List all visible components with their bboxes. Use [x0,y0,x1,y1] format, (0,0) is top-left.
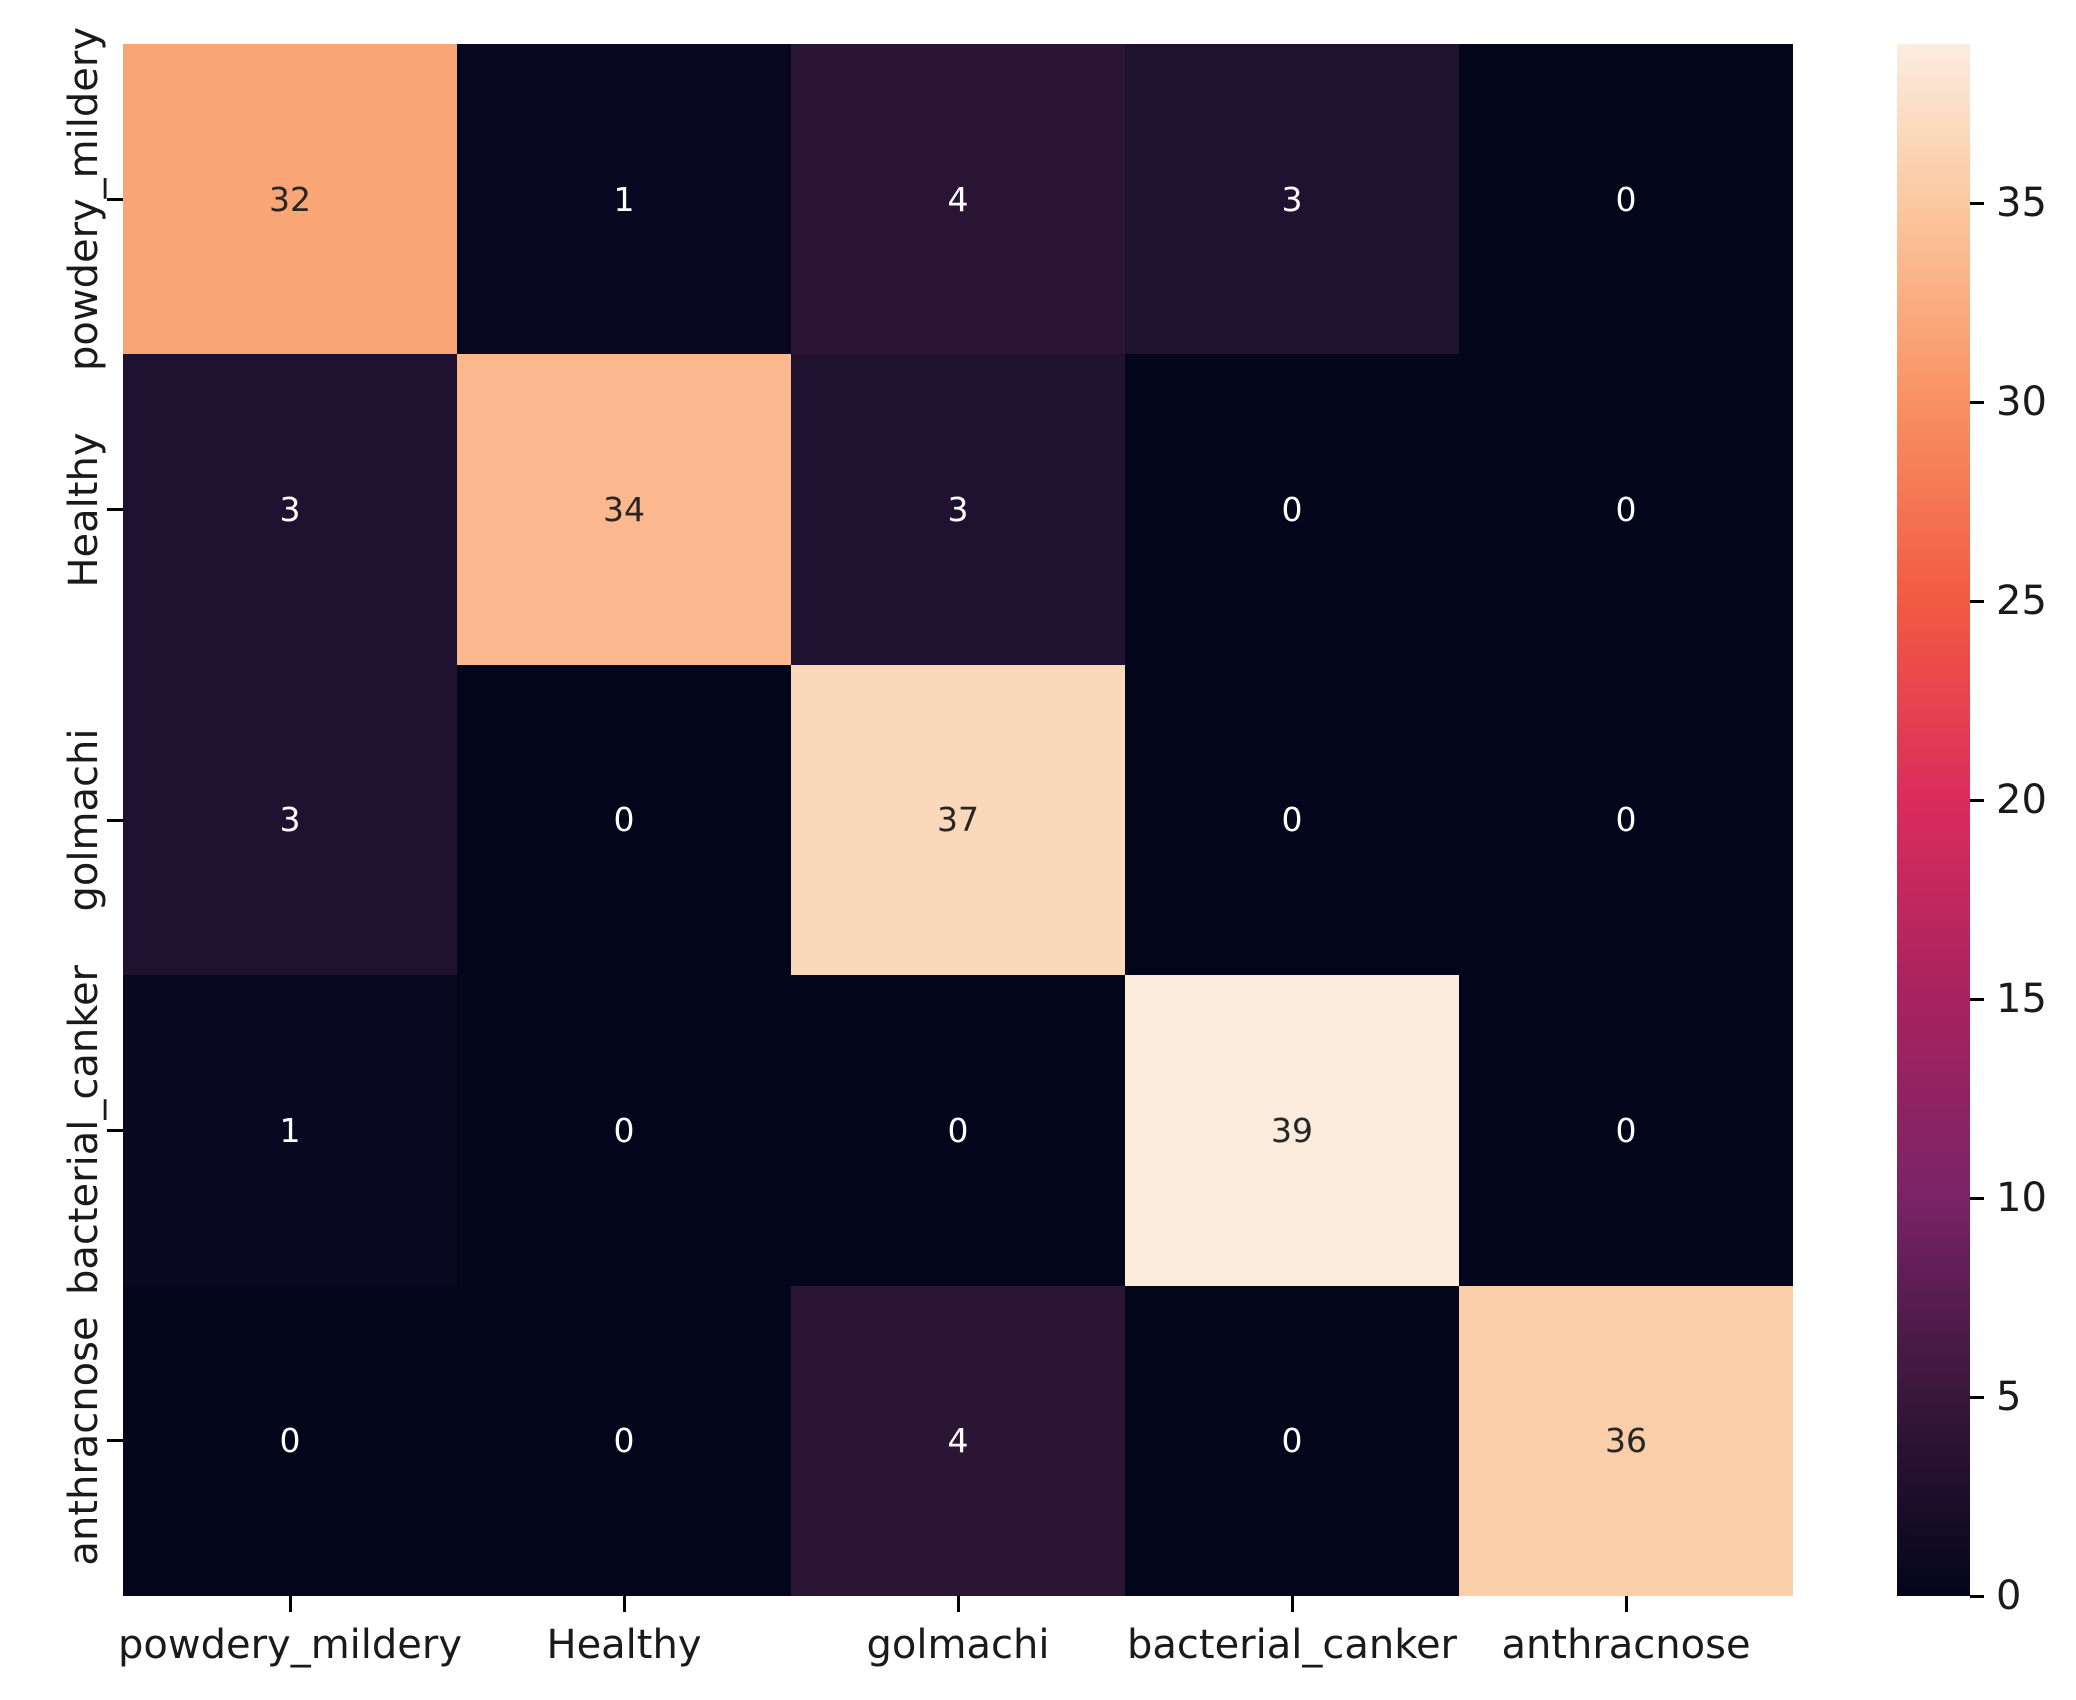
cell-value: 34 [603,490,645,530]
y-tick-mark [107,508,123,512]
heatmap-cell: 32 [123,44,457,355]
x-tick-mark [288,1596,292,1612]
cell-value: 0 [613,800,635,840]
heatmap-cell: 3 [123,354,457,665]
cell-value: 3 [1281,179,1303,219]
x-tick-label: powdery_mildery [117,1622,463,1668]
y-tick-mark [107,197,123,201]
heatmap-cell: 3 [791,354,1125,665]
cell-value: 0 [613,1110,635,1150]
cell-value: 0 [1615,490,1637,530]
heatmap-cell: 36 [1459,1285,1793,1596]
colorbar-tick-label: 0 [1996,1573,2022,1619]
cell-value: 0 [279,1421,301,1461]
y-tick-label: anthracnose [61,1316,107,1566]
y-tick-mark [107,1128,123,1132]
colorbar-tick-mark [1970,1196,1984,1200]
cell-value: 0 [1281,490,1303,530]
heatmap-cell: 3 [123,664,457,976]
cell-value: 4 [947,179,969,219]
heatmap-cell: 4 [791,1285,1125,1596]
cell-value: 36 [1605,1421,1647,1461]
heatmap-cell: 0 [1459,664,1793,976]
heatmap-cell: 0 [1459,975,1793,1286]
y-tick-label: golmachi [61,728,107,912]
x-tick-mark [622,1596,626,1612]
heatmap-cell: 0 [1125,1285,1459,1596]
cell-value: 0 [1615,179,1637,219]
y-tick-label: bacterial_canker [61,965,107,1296]
y-tick-mark [107,1439,123,1443]
x-tick-mark [956,1596,960,1612]
cell-value: 39 [1271,1110,1313,1150]
colorbar [1897,44,1970,1596]
heatmap-cell: 0 [1125,664,1459,976]
heatmap-cell: 39 [1125,975,1459,1286]
y-tick-label: powdery_mildery [61,27,107,372]
heatmap-cell: 0 [791,975,1125,1286]
heatmap-cell: 3 [1125,44,1459,355]
colorbar-tick-mark [1970,798,1984,802]
colorbar-tick-mark [1970,997,1984,1001]
cell-value: 4 [947,1421,969,1461]
x-tick-mark [1624,1596,1628,1612]
cell-value: 0 [1615,800,1637,840]
x-tick-label: Healthy [546,1622,702,1668]
x-tick-label: bacterial_canker [1126,1622,1458,1668]
heatmap-cell: 0 [123,1285,457,1596]
colorbar-tick-mark [1970,400,1984,404]
heatmap-cell: 0 [457,975,791,1286]
colorbar-tick-label: 15 [1996,976,2047,1023]
y-tick-label: Healthy [61,432,107,588]
x-tick-label: golmachi [866,1622,1050,1668]
cell-value: 37 [937,800,979,840]
cell-value: 32 [269,179,311,219]
heatmap-cell: 34 [457,354,791,665]
cell-value: 0 [1615,1110,1637,1150]
heatmap-cell: 0 [457,1285,791,1596]
heatmap-cell: 0 [1459,354,1793,665]
x-tick-mark [1290,1596,1294,1612]
cell-value: 0 [1281,1421,1303,1461]
colorbar-tick-label: 10 [1996,1175,2047,1222]
heatmap-cell: 0 [1459,44,1793,355]
heatmap-cell: 1 [123,975,457,1286]
cell-value: 1 [613,179,635,219]
colorbar-tick-mark [1970,1395,1984,1399]
cell-value: 0 [947,1110,969,1150]
colorbar-tick-label: 25 [1996,578,2047,625]
colorbar-tick-mark [1970,1594,1984,1598]
cell-value: 1 [279,1110,301,1150]
cell-value: 3 [279,800,301,840]
heatmap-cell: 37 [791,664,1125,976]
colorbar-tick-label: 5 [1996,1374,2022,1421]
colorbar-tick-label: 35 [1996,180,2047,227]
colorbar-tick-mark [1970,201,1984,205]
heatmap-cell: 0 [1125,354,1459,665]
confusion-matrix-heatmap: 32 1 4 3 0 3 34 3 0 0 3 0 37 0 0 1 0 0 39 0 0 0 4 0 36 [123,44,1793,1596]
cell-value: 3 [947,490,969,530]
cell-value: 3 [279,490,301,530]
colorbar-tick-label: 20 [1996,777,2047,824]
y-tick-mark [107,818,123,822]
heatmap-cell: 0 [457,664,791,976]
x-tick-label: anthracnose [1501,1622,1751,1668]
heatmap-cell: 4 [791,44,1125,355]
colorbar-tick-label: 30 [1996,379,2047,426]
heatmap-cell: 1 [457,44,791,355]
cell-value: 0 [1281,800,1303,840]
colorbar-tick-mark [1970,599,1984,603]
cell-value: 0 [613,1421,635,1461]
